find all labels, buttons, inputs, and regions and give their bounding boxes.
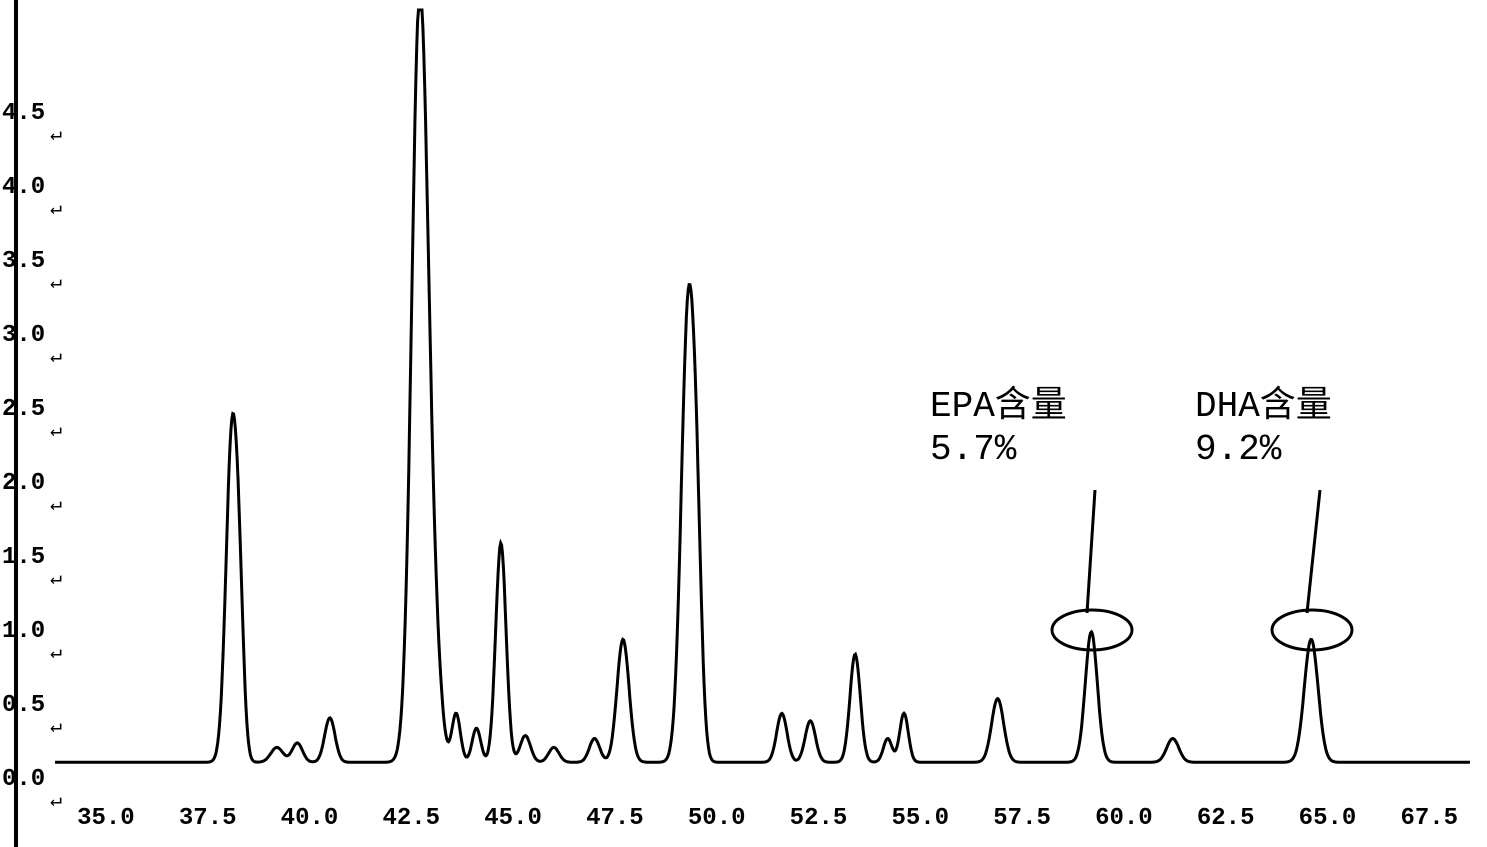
x-tick-label: 42.5 (382, 805, 440, 832)
dha-annotation-line2: 9.2% (1195, 428, 1332, 471)
dha-annotation: DHA含量9.2% (1195, 385, 1332, 471)
y-tick-arrow: ↵ (50, 348, 62, 368)
y-tick-label: 3.0 (2, 324, 45, 348)
y-tick-label: 1.5 (2, 546, 45, 570)
chromatogram-chart: 0.0↵0.5↵1.0↵1.5↵2.0↵2.5↵3.0↵3.5↵4.0↵4.5↵… (0, 0, 1487, 847)
y-tick-label: 3.5 (2, 250, 45, 274)
x-tick-label: 47.5 (586, 805, 644, 832)
x-tick-label: 45.0 (484, 805, 542, 832)
dha-leader-line (1307, 490, 1320, 613)
x-tick-label: 60.0 (1095, 805, 1153, 832)
y-tick-arrow: ↵ (50, 718, 62, 738)
y-tick-arrow: ↵ (50, 496, 62, 516)
x-tick-label: 37.5 (179, 805, 237, 832)
x-tick-label: 67.5 (1400, 805, 1458, 832)
y-tick-label: 0.0 (2, 768, 45, 792)
y-tick-arrow: ↵ (50, 644, 62, 664)
x-tick-label: 50.0 (688, 805, 746, 832)
y-tick-arrow: ↵ (50, 570, 62, 590)
y-tick-label: 1.0 (2, 620, 45, 644)
y-tick-arrow: ↵ (50, 200, 62, 220)
y-tick-label: 0.5 (2, 694, 45, 718)
epa-annotation: EPA含量5.7% (930, 385, 1067, 471)
y-tick-arrow: ↵ (50, 126, 62, 146)
y-tick-arrow: ↵ (50, 274, 62, 294)
epa-annotation-line1: EPA含量 (930, 385, 1067, 428)
y-tick-arrow: ↵ (50, 792, 62, 812)
y-tick-arrow: ↵ (50, 422, 62, 442)
y-tick-label: 2.0 (2, 472, 45, 496)
dha-annotation-line1: DHA含量 (1195, 385, 1332, 428)
epa-annotation-line2: 5.7% (930, 428, 1067, 471)
x-tick-label: 55.0 (891, 805, 949, 832)
y-tick-label: 4.0 (2, 176, 45, 200)
x-tick-label: 35.0 (77, 805, 135, 832)
epa-leader-line (1087, 490, 1095, 613)
y-tick-label: 4.5 (2, 102, 45, 126)
x-tick-label: 52.5 (790, 805, 848, 832)
x-tick-label: 57.5 (993, 805, 1051, 832)
y-tick-label: 2.5 (2, 398, 45, 422)
x-tick-label: 62.5 (1197, 805, 1255, 832)
x-tick-label: 40.0 (281, 805, 339, 832)
x-tick-label: 65.0 (1299, 805, 1357, 832)
